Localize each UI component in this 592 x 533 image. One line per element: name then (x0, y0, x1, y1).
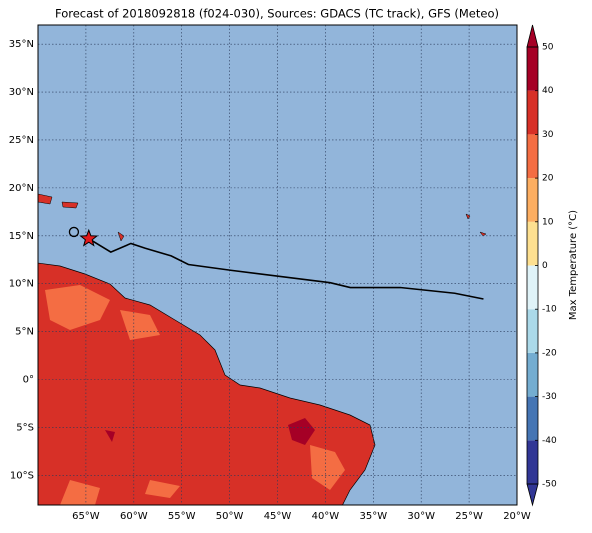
colorbar-extend-top (526, 24, 539, 48)
title: Forecast of 2018092818 (f024-030), Sourc… (55, 7, 499, 21)
colorbar-band (527, 221, 538, 266)
colorbar-tick-label: 0 (542, 261, 548, 271)
colorbar-band (527, 352, 538, 397)
y-tick-label: 25°N (9, 135, 34, 146)
colorbar-tick-label: 10 (542, 217, 554, 227)
colorbar-tick-label: -30 (542, 392, 557, 402)
y-tick-label: 10°N (9, 279, 34, 290)
x-tick-label: 55°W (168, 511, 196, 522)
colorbar-tick-label: 20 (542, 174, 554, 184)
colorbar-band (527, 396, 538, 441)
x-tick-label: 35°W (359, 511, 387, 522)
colorbar-band (527, 90, 538, 135)
colorbar-tick-label: 30 (542, 130, 554, 140)
colorbar-band (527, 178, 538, 222)
colorbar-band (527, 134, 538, 179)
colorbar-band (527, 440, 538, 484)
track (88, 237, 484, 300)
colorbar-tick-label: 50 (542, 43, 554, 53)
south-america (38, 262, 376, 505)
colorbar-tick-label: -50 (542, 480, 557, 490)
current-position (79, 228, 99, 247)
land (38, 193, 487, 505)
x-tick-label: 40°W (312, 511, 340, 522)
colorbar-tick-label: -40 (542, 436, 557, 446)
x-tick-label: 30°W (407, 511, 435, 522)
y-tick-label: 35°N (9, 39, 34, 50)
x-tick-label: 65°W (72, 511, 100, 522)
x-tick-label: 25°W (455, 511, 483, 522)
x-tick-label: 50°W (216, 511, 244, 522)
map-frame (37, 24, 518, 506)
colorbar-band (527, 309, 538, 353)
colorbar-band (527, 47, 538, 91)
y-tick-label: 20°N (9, 183, 34, 194)
x-tick-label: 20°W (503, 511, 531, 522)
colorbar-extend-bottom (526, 483, 539, 507)
y-tick-label: 15°N (9, 231, 34, 242)
colorbar-tick-label: 40 (542, 86, 554, 96)
y-tick-label: 5°N (15, 327, 34, 338)
colorbar-tick-label: -10 (542, 305, 557, 315)
colorbar-band (527, 265, 538, 310)
y-tick-label: 5°S (16, 422, 34, 433)
colorbar-label: Max Temperature (°C) (568, 210, 579, 320)
colorbar-tick-label: -20 (542, 348, 557, 358)
warm-patches (45, 285, 345, 505)
y-tick-label: 10°S (10, 470, 34, 481)
previous-position (68, 226, 80, 238)
x-tick-label: 45°W (264, 511, 292, 522)
y-tick-label: 30°N (9, 87, 34, 98)
y-tick-label: 0° (23, 374, 34, 385)
x-tick-label: 60°W (120, 511, 148, 522)
islands (38, 193, 487, 242)
